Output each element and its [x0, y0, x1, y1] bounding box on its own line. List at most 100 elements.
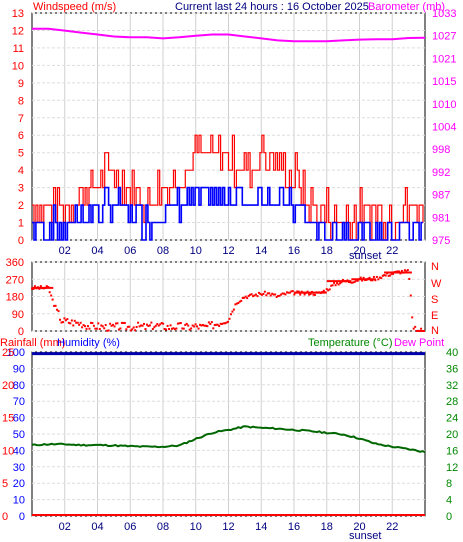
direction-point	[266, 292, 269, 295]
rain-y-tick-label: 25	[2, 347, 14, 359]
temperature-y-tick-label: 36	[446, 363, 458, 375]
direction-point	[194, 323, 197, 326]
direction-point	[199, 323, 202, 326]
rainfall-label: Rainfall (mm)	[0, 337, 65, 349]
direction-point	[78, 323, 81, 326]
direction-point	[252, 295, 255, 298]
direction-point	[160, 321, 163, 324]
barometer-y-tick-label: 998	[432, 144, 450, 156]
direction-point	[277, 294, 280, 297]
direction-point	[330, 284, 333, 287]
direction-point	[95, 327, 98, 330]
direction-point	[290, 290, 293, 293]
dir-label-e: E	[431, 310, 438, 322]
wind-y-tick-label: 2	[18, 200, 24, 212]
direction-point	[297, 290, 300, 293]
direction-point	[75, 321, 78, 324]
wind-y-tick-label: 9	[18, 78, 24, 90]
direction-point	[197, 327, 200, 330]
humidity-y-tick-label: 70	[13, 396, 25, 408]
direction-point	[387, 274, 390, 277]
direction-point	[216, 323, 219, 326]
dir-y-tick-label: 90	[12, 309, 24, 321]
direction-point	[414, 325, 417, 328]
direction-point	[204, 324, 207, 327]
direction-point	[145, 323, 148, 326]
direction-point	[165, 328, 168, 331]
direction-point	[361, 279, 364, 282]
direction-point	[350, 281, 353, 284]
barometer-label: Barometer (mb)	[368, 1, 445, 13]
direction-point	[196, 325, 199, 328]
direction-point	[296, 290, 299, 293]
direction-point	[144, 328, 147, 331]
wind-y-tick-label: 7	[18, 113, 24, 125]
wind-x-tick-label: 06	[124, 245, 136, 257]
wind-y-tick-label: 13	[12, 8, 24, 20]
direction-point	[100, 324, 103, 327]
direction-point	[141, 324, 144, 327]
direction-point	[249, 293, 252, 296]
direction-point	[283, 292, 286, 295]
temp-x-tick-label: 12	[222, 521, 234, 533]
direction-point	[201, 323, 204, 326]
direction-point	[400, 269, 403, 272]
humidity-y-tick-label: 100	[7, 347, 25, 359]
direction-point	[156, 323, 159, 326]
direction-point	[255, 293, 258, 296]
direction-point	[163, 327, 166, 330]
barometer-y-tick-label: 1015	[432, 76, 456, 88]
wind-x-tick-label: 04	[91, 245, 103, 257]
series-layer	[31, 27, 426, 516]
direction-point	[150, 321, 153, 324]
direction-point	[56, 308, 59, 311]
direction-point	[85, 327, 88, 330]
direction-point	[159, 323, 162, 326]
barometer-y-tick-label: 975	[432, 235, 450, 247]
direction-point	[61, 321, 64, 324]
direction-point	[308, 293, 311, 296]
direction-point	[128, 325, 131, 328]
direction-point	[411, 316, 414, 319]
direction-point	[176, 322, 179, 325]
wind-x-tick-label: 10	[190, 245, 202, 257]
direction-point	[57, 310, 60, 313]
direction-point	[359, 276, 362, 279]
temp-x-tick-label: 18	[321, 521, 333, 533]
barometer-y-tick-label: 1021	[432, 53, 456, 65]
humidity-y-tick-label: 90	[13, 363, 25, 375]
direction-point	[79, 321, 82, 324]
direction-point	[179, 322, 182, 325]
rain-y-tick-label: 20	[2, 380, 14, 392]
direction-point	[250, 293, 253, 296]
direction-point	[259, 292, 262, 295]
direction-point	[224, 322, 227, 325]
direction-point	[172, 327, 175, 330]
direction-point	[134, 329, 137, 332]
direction-point	[371, 279, 374, 282]
direction-point	[209, 322, 212, 325]
direction-point	[191, 324, 194, 327]
temperature-y-tick-label: 4	[446, 495, 452, 507]
wind-average-line	[32, 186, 423, 241]
direction-point	[69, 322, 72, 325]
direction-point	[260, 293, 263, 296]
direction-point	[265, 294, 268, 297]
direction-point	[98, 327, 101, 330]
barometer-y-tick-label: 1004	[432, 122, 456, 134]
direction-point	[234, 303, 237, 306]
humidity-y-tick-label: 80	[13, 380, 25, 392]
humidity-y-tick-label: 60	[13, 413, 25, 425]
direction-point	[384, 274, 387, 277]
direction-point	[299, 293, 302, 296]
direction-point	[187, 324, 190, 327]
direction-point	[162, 322, 165, 325]
direction-point	[415, 330, 418, 332]
direction-point	[64, 319, 67, 322]
barometer-y-tick-label: 1027	[432, 31, 456, 43]
temp-x-tick-label: 04	[91, 521, 103, 533]
direction-point	[313, 293, 316, 296]
direction-point	[116, 322, 119, 325]
direction-point	[147, 324, 150, 327]
direction-point	[280, 293, 283, 296]
